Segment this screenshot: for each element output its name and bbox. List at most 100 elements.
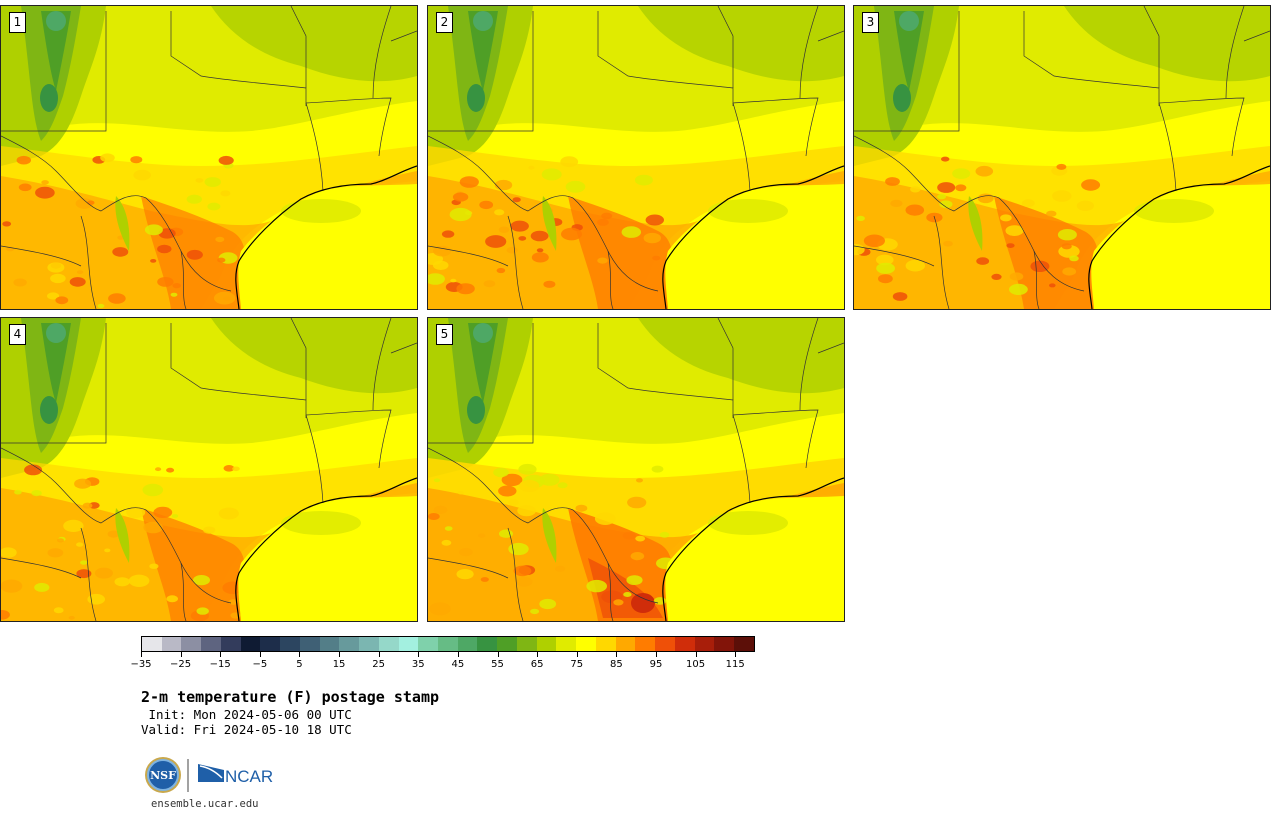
colorbar-swatch [536, 637, 557, 651]
website-url: ensemble.ucar.edu [151, 798, 259, 810]
colorbar-swatch [438, 637, 458, 651]
colorbar-tick-label: 105 [686, 659, 706, 670]
colorbar-swatch [516, 637, 537, 651]
colorbar-tick-label: 25 [372, 659, 386, 670]
colorbar-swatch [734, 637, 754, 651]
colorbar-tick-label: 45 [451, 659, 465, 670]
svg-text:NSF: NSF [150, 769, 176, 782]
colorbar-tick [141, 652, 142, 657]
colorbar-swatch [339, 637, 360, 651]
temperature-field [1, 6, 417, 309]
state-borders [1, 318, 417, 621]
colorbar-tick-label: 5 [296, 659, 303, 670]
state-borders [854, 6, 1270, 309]
colorbar-tick-label: 65 [530, 659, 544, 670]
panel-number-badge: 1 [9, 12, 26, 33]
colorbar-ticks: −35 −25 −15 −5 5 15 25 35 45 55 65 75 85 95 105 115 [130, 652, 755, 674]
colorbar-tick [497, 652, 499, 657]
colorbar-swatch [635, 637, 656, 651]
colorbar-tick [695, 652, 697, 657]
colorbar-swatch [378, 637, 399, 651]
colorbar-tick-label: 15 [332, 659, 346, 670]
logos: NSF NCAR [144, 756, 284, 796]
temperature-field [854, 6, 1270, 309]
temperature-map [428, 318, 844, 621]
colorbar-tick-label: 115 [725, 659, 745, 670]
temperature-field [1, 318, 417, 621]
colorbar-swatch [181, 637, 202, 651]
colorbar-swatch [615, 637, 636, 651]
colorbar-tick [378, 652, 380, 657]
colorbar-tick [537, 652, 539, 657]
colorbar-tick [259, 652, 261, 657]
colorbar-swatch [497, 637, 517, 651]
colorbar-tick-label: 75 [570, 659, 584, 670]
colorbar-swatch [359, 637, 379, 651]
temperature-map [428, 6, 844, 309]
colorbar-tick [576, 652, 578, 657]
colorbar-swatch [655, 637, 675, 651]
colorbar-tick [299, 652, 301, 657]
coastline [235, 477, 417, 621]
temperature-map [1, 6, 417, 309]
colorbar-tick-label: −35 [130, 659, 152, 670]
valid-time: Valid: Fri 2024-05-10 18 UTC [141, 722, 352, 737]
colorbar-tick-label: −15 [209, 659, 231, 670]
colorbar-swatch [260, 637, 281, 651]
colorbar-tick-label: −25 [170, 659, 192, 670]
colorbar-swatch [299, 637, 320, 651]
svg-text:NCAR: NCAR [225, 767, 273, 786]
temperature-map [1, 318, 417, 621]
colorbar-tick [735, 652, 737, 657]
colorbar-swatch [240, 637, 261, 651]
figure-title: 2-m temperature (F) postage stamp [141, 688, 440, 706]
colorbar-swatch [457, 637, 478, 651]
colorbar-swatch [398, 637, 419, 651]
colorbar-swatch [595, 637, 616, 651]
ensemble-panel-5: 5 [427, 317, 845, 622]
colorbar-swatch [142, 637, 162, 651]
colorbar-tick [418, 652, 420, 657]
panel-number-badge: 5 [436, 324, 453, 345]
colorbar-swatch [220, 637, 241, 651]
temperature-map [854, 6, 1270, 309]
colorbar-swatch [477, 637, 498, 651]
colorbar-tick [180, 652, 182, 657]
ensemble-panel-1: 1 [0, 5, 418, 310]
coastline [235, 165, 417, 309]
colorbar-swatch [418, 637, 439, 651]
colorbar-swatch [694, 637, 715, 651]
colorbar-tick [616, 652, 618, 657]
colorbar-tick-label: −5 [252, 659, 268, 670]
temperature-field [428, 6, 844, 309]
panel-number-badge: 3 [862, 12, 879, 33]
ensemble-panel-4: 4 [0, 317, 418, 622]
colorbar-tick [339, 652, 341, 657]
nsf-logo: NSF [145, 757, 181, 793]
colorbar-tick-label: 95 [649, 659, 663, 670]
colorbar-swatch [714, 637, 735, 651]
colorbar-tick [457, 652, 459, 657]
colorbar-tick-label: 55 [491, 659, 504, 670]
ncar-logo: NCAR [198, 764, 273, 786]
state-borders [1, 6, 417, 309]
ensemble-panel-2: 2 [427, 5, 845, 310]
coastline [662, 165, 844, 309]
colorbar-swatch [576, 637, 596, 651]
colorbar-tick [655, 652, 657, 657]
state-borders [428, 318, 844, 621]
panel-number-badge: 4 [9, 324, 26, 345]
colorbar-tick [220, 652, 222, 657]
colorbar-tick-label: 85 [609, 659, 623, 670]
colorbar-swatch [280, 637, 300, 651]
init-time: Init: Mon 2024-05-06 00 UTC [141, 707, 352, 722]
nsf-ncar-logos: NSF NCAR [145, 757, 273, 793]
state-borders [428, 6, 844, 309]
temperature-field [428, 318, 844, 621]
colorbar-tick-label: 35 [411, 659, 425, 670]
colorbar-swatch [201, 637, 221, 651]
ensemble-panel-3: 3 [853, 5, 1271, 310]
colorbar-swatch [674, 637, 695, 651]
coastline [1088, 165, 1270, 309]
panel-number-badge: 2 [436, 12, 453, 33]
